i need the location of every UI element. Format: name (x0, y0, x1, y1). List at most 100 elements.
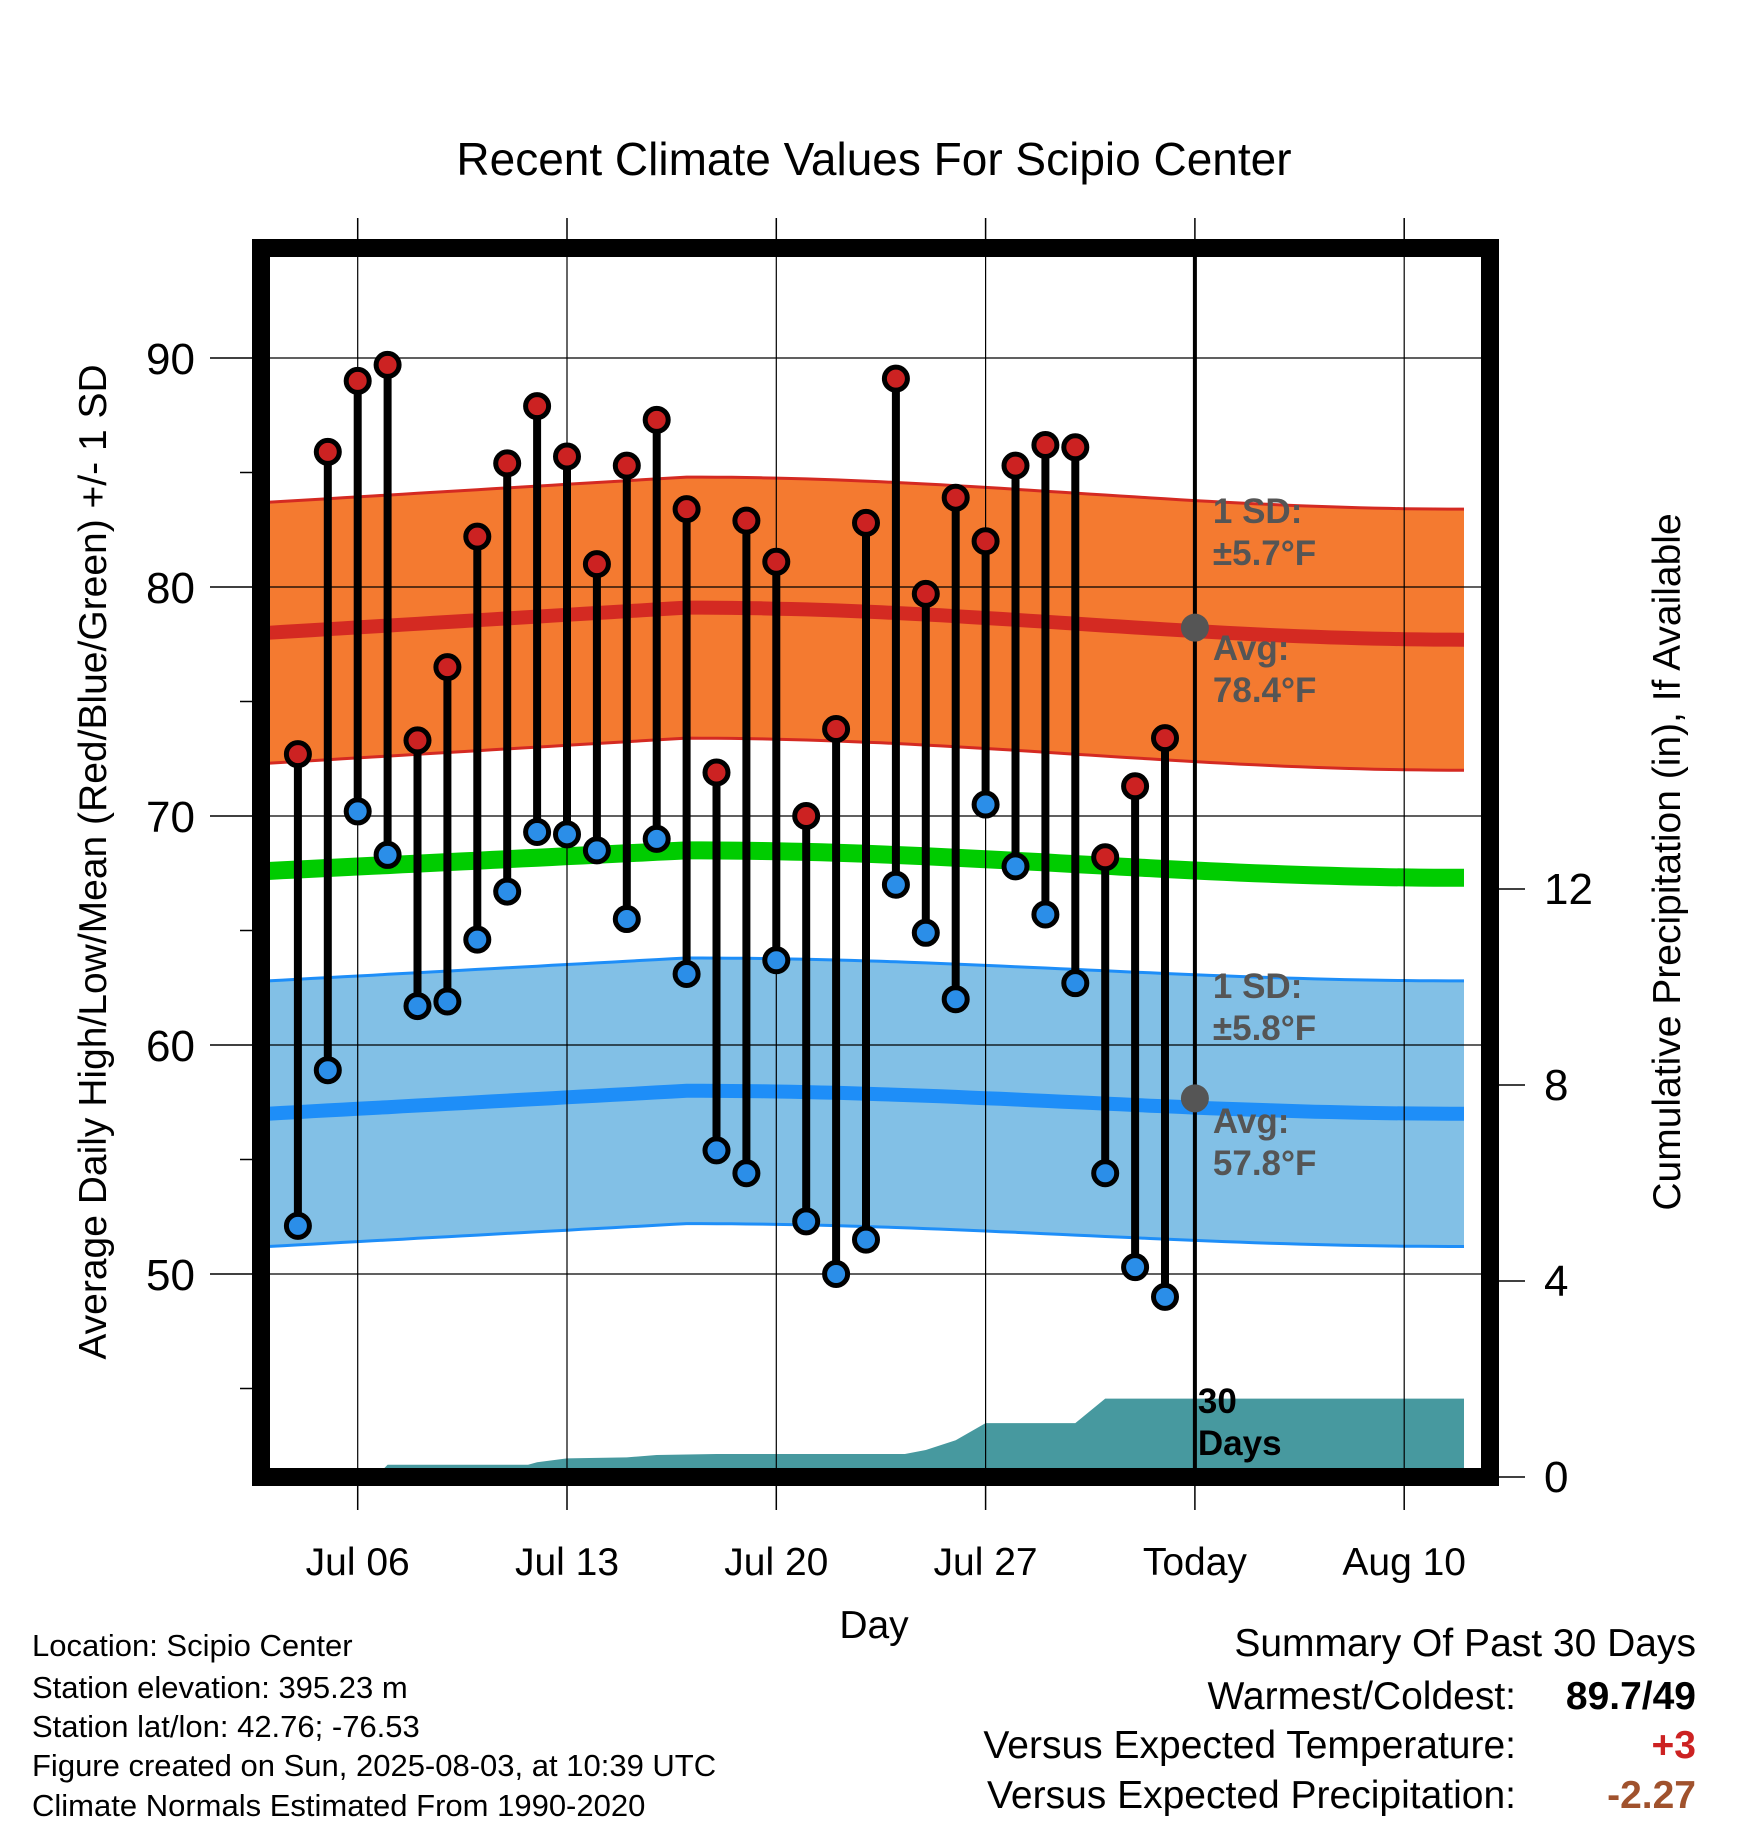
precip-area-layer (268, 1398, 1464, 1477)
daily-low-point (1001, 852, 1030, 881)
daily-high-point (702, 758, 731, 787)
daily-high-point (762, 547, 791, 576)
daily-high-point (1001, 451, 1030, 480)
daily-low-point (642, 824, 671, 853)
low-sd-label: 1 SD: (1213, 967, 1302, 1006)
summary-temp-value: +3 (1651, 1724, 1696, 1767)
daily-low-point (403, 992, 432, 1021)
daily-high-point (941, 483, 970, 512)
daily-high-point (313, 437, 342, 466)
daily-high-point (433, 653, 462, 682)
x-tick-label: Jul 27 (934, 1541, 1038, 1584)
days-label-text: Days (1198, 1424, 1282, 1463)
daily-high-point (403, 726, 432, 755)
daily-low-point (792, 1207, 821, 1236)
x-tick-label: Jul 20 (724, 1541, 828, 1584)
daily-high-point (1121, 772, 1150, 801)
daily-high-point (792, 802, 821, 830)
daily-low-point (1061, 969, 1090, 998)
y-right-tick-label: 12 (1544, 865, 1593, 914)
summary-warmest-value: 89.7/49 (1565, 1675, 1696, 1718)
daily-high-point (1151, 724, 1179, 753)
footer-latlon: Station lat/lon: 42.76; -76.53 (32, 1709, 420, 1744)
daily-high-point (582, 550, 611, 579)
daily-low-point (1091, 1159, 1120, 1188)
low-avg-value: 57.8°F (1213, 1144, 1317, 1183)
y-right-tick-label: 0 (1544, 1453, 1568, 1502)
daily-high-point (343, 366, 372, 395)
daily-high-point (1031, 431, 1060, 460)
daily-low-point (702, 1136, 731, 1165)
summary-precip-value: -2.27 (1607, 1774, 1696, 1817)
daily-high-point (493, 449, 522, 478)
summary-temp-row: Versus Expected Temperature: +3 (983, 1724, 1696, 1768)
daily-low-point (493, 877, 522, 906)
daily-high-point (911, 579, 940, 608)
x-tick-label: Aug 10 (1342, 1541, 1466, 1584)
daily-low-point (732, 1159, 761, 1188)
daily-low-point (553, 820, 581, 849)
footer-normals: Climate Normals Estimated From 1990-2020 (32, 1788, 646, 1823)
daily-bars-layer (283, 350, 1179, 1311)
summary-temp-label: Versus Expected Temperature: (983, 1724, 1516, 1767)
daily-high-point (971, 527, 1000, 556)
daily-high-point (852, 508, 880, 537)
daily-low-point (433, 987, 462, 1016)
summary-precip-row: Versus Expected Precipitation: -2.27 (987, 1774, 1696, 1818)
daily-high-point (881, 364, 910, 393)
daily-high-point (612, 451, 641, 480)
daily-low-point (283, 1211, 312, 1240)
daily-low-point (911, 918, 940, 947)
y-axis-left-label: Average Daily High/Low/Mean (Red/Blue/Gr… (72, 364, 115, 1359)
high-avg-value: 78.4°F (1213, 671, 1317, 710)
summary-warmest-row: Warmest/Coldest: 89.7/49 (1208, 1675, 1696, 1719)
daily-low-point (313, 1056, 342, 1085)
footer-location: Location: Scipio Center (32, 1628, 353, 1663)
daily-low-point (523, 818, 552, 847)
y-left-tick-label: 60 (146, 1022, 195, 1071)
summary-title: Summary Of Past 30 Days (1234, 1622, 1696, 1665)
daily-low-point (1121, 1253, 1150, 1282)
daily-high-point (1061, 433, 1090, 462)
daily-high-point (463, 522, 492, 551)
daily-low-point (343, 797, 372, 826)
daily-low-point (971, 790, 1000, 819)
daily-low-point (881, 870, 910, 899)
summary-warmest-label: Warmest/Coldest: (1207, 1675, 1516, 1718)
high-avg-marker (1180, 613, 1209, 642)
y-left-tick-label: 80 (146, 564, 195, 613)
y-axis-right-label: Cumulative Precipitation (in), If Availa… (1646, 513, 1689, 1210)
daily-low-point (373, 840, 402, 869)
precip-area (268, 1398, 1464, 1477)
summary-precip-label: Versus Expected Precipitation: (987, 1774, 1516, 1817)
daily-high-point (523, 392, 552, 421)
daily-high-point (642, 405, 671, 434)
daily-low-point (463, 925, 492, 954)
daily-high-point (373, 350, 402, 379)
daily-high-point (283, 740, 312, 769)
daily-low-point (1031, 900, 1060, 929)
daily-high-point (1091, 843, 1120, 872)
daily-high-point (672, 495, 701, 524)
low-avg-label: Avg: (1213, 1102, 1289, 1141)
daily-low-point (612, 905, 641, 934)
x-tick-label: Today (1143, 1541, 1248, 1584)
footer-created: Figure created on Sun, 2025-08-03, at 10… (32, 1748, 717, 1783)
plot-frame (252, 239, 1499, 1486)
daily-high-point (732, 506, 761, 535)
daily-low-point (822, 1260, 851, 1288)
x-axis-label: Day (839, 1604, 909, 1647)
daily-low-point (852, 1225, 880, 1254)
footer-elevation: Station elevation: 395.23 m (32, 1670, 408, 1705)
low-avg-marker (1180, 1084, 1209, 1113)
high-avg-label: Avg: (1213, 629, 1289, 668)
daily-high-point (822, 714, 851, 743)
chart-title: Recent Climate Values For Scipio Center (456, 133, 1291, 185)
high-sd-value: ±5.7°F (1213, 534, 1316, 573)
daily-high-point (553, 442, 581, 471)
x-tick-label: Jul 06 (306, 1541, 410, 1584)
y-left-tick-label: 90 (146, 335, 195, 384)
low-sd-value: ±5.8°F (1213, 1009, 1316, 1048)
